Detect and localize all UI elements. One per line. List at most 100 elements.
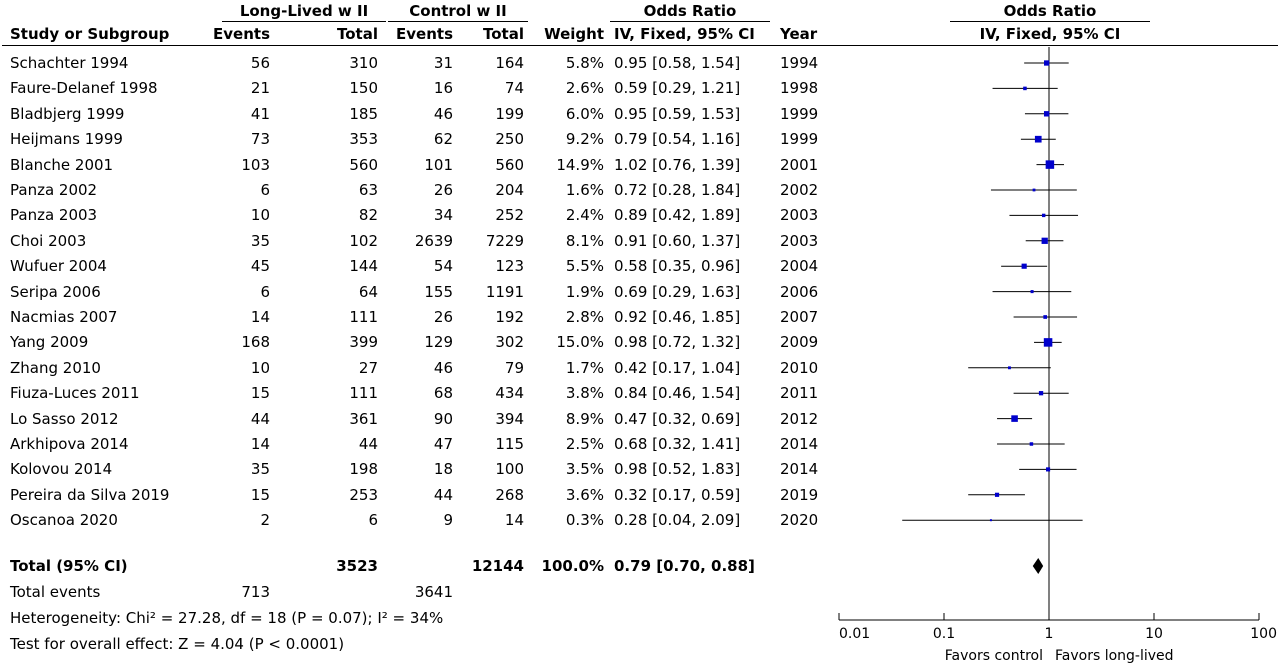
heterogeneity-text: Heterogeneity: Chi² = 27.28, df = 18 (P … <box>10 609 444 627</box>
odds-ratio-ci-cell: 0.95 [0.58, 1.54] <box>614 54 741 72</box>
favors-control-label: Favors control <box>945 648 1043 664</box>
study-name: Faure-Delanef 1998 <box>10 79 158 98</box>
events-2-cell: 9 <box>443 511 453 530</box>
total-weight: 100.0% <box>541 557 604 575</box>
year-cell: 2006 <box>780 282 819 301</box>
point-estimate-square <box>1041 237 1048 244</box>
study-name: Oscanoa 2020 <box>10 511 118 530</box>
year-cell: 2007 <box>780 308 819 326</box>
weight-cell: 2.6% <box>565 79 604 98</box>
year-cell: 1998 <box>780 79 819 98</box>
total-total-2: 12144 <box>471 557 524 575</box>
weight-cell: 8.1% <box>565 231 604 250</box>
year-cell: 2014 <box>780 460 819 479</box>
odds-ratio-ci-cell: 0.91 [0.60, 1.37] <box>614 231 741 250</box>
col-total-1-header: Total <box>337 25 378 43</box>
events-1-cell: 15 <box>250 485 270 504</box>
study-name: Fiuza-Luces 2011 <box>10 384 140 403</box>
point-estimate-square <box>989 519 992 522</box>
events-1-cell: 35 <box>250 231 270 250</box>
group-header-control: Control w II <box>409 2 507 20</box>
weight-cell: 1.9% <box>565 282 604 301</box>
point-estimate-square <box>1041 213 1046 218</box>
total-1-cell: 82 <box>358 206 378 225</box>
total-2-cell: 115 <box>495 435 524 453</box>
odds-ratio-ci-cell: 0.98 [0.52, 1.83] <box>614 460 741 479</box>
odds-ratio-ci-cell: 0.95 [0.59, 1.53] <box>614 104 741 123</box>
events-1-cell: 14 <box>250 435 270 453</box>
total-2-cell: 1191 <box>485 282 524 301</box>
events-2-cell: 47 <box>433 435 453 453</box>
total-2-cell: 100 <box>495 460 524 479</box>
total-1-cell: 44 <box>358 435 378 453</box>
point-estimate-square <box>1043 111 1050 117</box>
total-1-cell: 253 <box>349 485 378 504</box>
weight-cell: 3.6% <box>565 485 604 504</box>
point-estimate-square <box>1043 338 1053 347</box>
col-weight-header: Weight <box>544 25 604 43</box>
total-2-cell: 302 <box>495 333 524 352</box>
col-total-2-header: Total <box>483 25 524 43</box>
total-label: Total (95% CI) <box>10 557 128 575</box>
x-tick-label: 10 <box>1145 626 1163 642</box>
total-events-label: Total events <box>10 583 101 601</box>
total-2-cell: 252 <box>495 206 524 225</box>
total-2-cell: 123 <box>495 257 524 276</box>
study-name: Seripa 2006 <box>10 282 101 301</box>
year-cell: 2003 <box>780 206 819 225</box>
weight-cell: 3.8% <box>565 384 604 403</box>
odds-ratio-ci-cell: 0.58 [0.35, 0.96] <box>614 257 741 276</box>
study-name: Yang 2009 <box>10 333 89 352</box>
point-estimate-square <box>1011 415 1018 422</box>
year-cell: 2012 <box>780 409 819 428</box>
header-rule <box>2 45 1278 46</box>
year-cell: 2002 <box>780 181 819 199</box>
total-1-cell: 399 <box>349 333 378 352</box>
col-method-header: IV, Fixed, 95% CI <box>614 25 755 43</box>
total-1-cell: 185 <box>349 104 378 123</box>
point-estimate-square <box>1008 366 1011 370</box>
total-1-cell: 353 <box>349 130 378 149</box>
total-1-cell: 198 <box>349 460 378 479</box>
total-1-cell: 144 <box>349 257 378 276</box>
group-underline-control <box>388 21 528 22</box>
odds-ratio-ci-cell: 0.59 [0.29, 1.21] <box>614 79 741 98</box>
study-name: Wufuer 2004 <box>10 257 107 276</box>
point-estimate-square <box>1043 315 1048 319</box>
total-2-cell: 74 <box>504 79 524 98</box>
events-2-cell: 31 <box>433 54 453 72</box>
events-2-cell: 68 <box>433 384 453 403</box>
events-2-cell: 90 <box>433 409 453 428</box>
events-2-cell: 16 <box>433 79 453 98</box>
weight-cell: 5.8% <box>565 54 604 72</box>
total-total-1: 3523 <box>336 557 378 575</box>
events-1-cell: 6 <box>260 282 270 301</box>
year-cell: 2019 <box>780 485 819 504</box>
point-estimate-square <box>1038 391 1044 396</box>
year-cell: 2010 <box>780 358 819 377</box>
events-2-cell: 26 <box>433 181 453 199</box>
odds-ratio-ci-cell: 0.47 [0.32, 0.69] <box>614 409 741 428</box>
point-estimate-square <box>994 492 1000 497</box>
total-2-cell: 14 <box>504 511 524 530</box>
events-1-cell: 14 <box>250 308 270 326</box>
events-1-cell: 2 <box>260 511 270 530</box>
total-ci: 0.79 [0.70, 0.88] <box>614 557 755 575</box>
total-2-cell: 79 <box>504 358 524 377</box>
study-name: Schachter 1994 <box>10 54 129 72</box>
x-tick-label: 0.01 <box>839 626 870 642</box>
odds-ratio-ci-cell: 0.69 [0.29, 1.63] <box>614 282 741 301</box>
year-cell: 1999 <box>780 130 819 149</box>
col-year-header: Year <box>780 25 818 43</box>
odds-ratio-ci-cell: 0.28 [0.04, 2.09] <box>614 511 741 530</box>
total-1-cell: 361 <box>349 409 378 428</box>
weight-cell: 3.5% <box>565 460 604 479</box>
events-1-cell: 15 <box>250 384 270 403</box>
study-name: Zhang 2010 <box>10 358 101 377</box>
weight-cell: 9.2% <box>565 130 604 149</box>
events-2-cell: 129 <box>424 333 453 352</box>
study-name: Panza 2002 <box>10 181 98 199</box>
point-estimate-square <box>1029 442 1034 446</box>
events-1-cell: 6 <box>260 181 270 199</box>
